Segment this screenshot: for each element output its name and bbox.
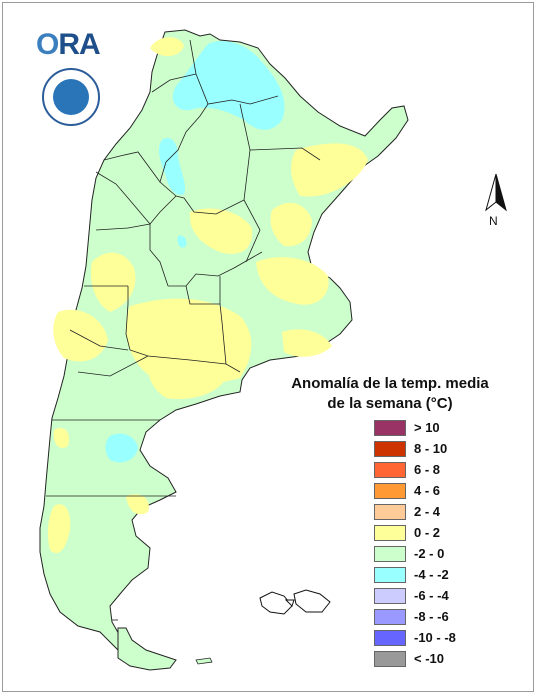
legend-swatch [374,546,406,562]
legend-label: -4 - -2 [414,567,449,582]
legend-swatch [374,462,406,478]
legend-label: 8 - 10 [414,441,448,456]
legend-title: Anomalía de la temp. media de la semana … [290,374,490,414]
legend-swatch [374,420,406,436]
tierra-del-fuego [117,627,177,671]
legend-swatch [374,609,406,625]
legend-title-line1: Anomalía de la temp. media [291,375,489,392]
legend-swatch [374,483,406,499]
smn-seal-emblem [53,79,89,115]
smn-seal-logo [42,68,100,126]
north-label: N [489,214,498,228]
legend-label: -2 - 0 [414,546,445,561]
legend-label: < -10 [414,651,444,666]
legend-label: 4 - 6 [414,483,441,498]
legend-swatch [374,651,406,667]
cold-anomaly-areas [105,41,285,463]
legend-swatch [374,630,406,646]
ora-logo: ORA [36,28,101,62]
legend-label: -10 - -8 [414,630,456,645]
legend-label: 0 - 2 [414,525,441,540]
legend-swatch [374,504,406,520]
legend-title-line2: de la semana (°C) [327,395,453,412]
ora-logo-text: RA [58,28,100,61]
staten-island [195,657,213,665]
malvinas-islands [259,589,331,615]
ora-logo-o: O [36,28,59,61]
warm-anomaly-areas [47,37,368,554]
legend-label: -8 - -6 [414,609,449,624]
legend-swatch [374,525,406,541]
legend-label: 2 - 4 [414,504,441,519]
province-borders [46,39,321,621]
legend-label: 6 - 8 [414,462,441,477]
legend-swatch [374,441,406,457]
legend-label: -6 - -4 [414,588,449,603]
legend-swatch [374,567,406,583]
legend-swatch [374,588,406,604]
legend-label: > 10 [414,420,440,435]
north-arrow-icon [485,174,507,212]
